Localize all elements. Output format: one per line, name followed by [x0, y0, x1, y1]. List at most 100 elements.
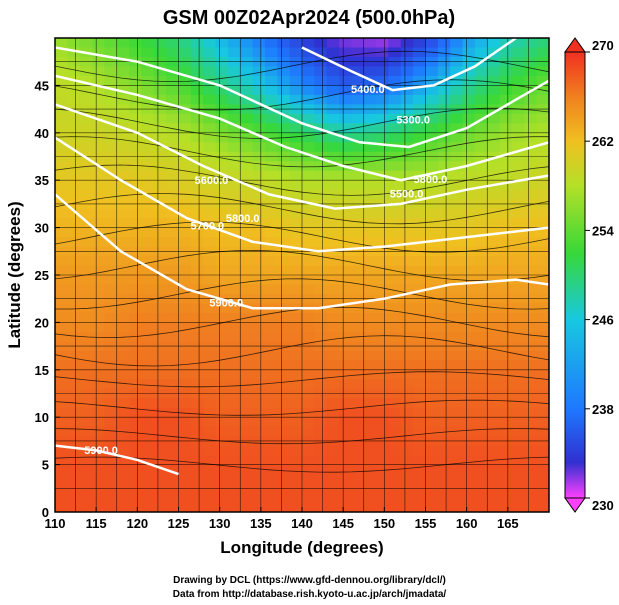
- field-cell-1561: [67, 407, 81, 418]
- field-cell-585: [363, 170, 377, 181]
- field-cell-1599: [536, 407, 549, 418]
- y-tick-label-3: 15: [35, 363, 49, 378]
- field-cell-1187: [388, 312, 402, 323]
- field-cell-318: [524, 104, 538, 115]
- field-cell-805: [116, 227, 130, 238]
- field-cell-1666: [376, 426, 390, 437]
- field-cell-1458: [277, 379, 291, 390]
- field-cell-14: [227, 38, 241, 49]
- field-cell-455: [240, 142, 254, 153]
- field-cell-330: [178, 113, 192, 124]
- field-cell-820: [302, 227, 315, 238]
- field-cell-1804: [104, 464, 118, 475]
- field-cell-798: [524, 218, 538, 229]
- x-tick-label-2: 120: [126, 516, 148, 531]
- field-cell-1737: [264, 445, 278, 456]
- field-cell-1386: [376, 360, 390, 371]
- x-tick-label-11: 165: [497, 516, 519, 531]
- field-cell-639: [536, 180, 549, 191]
- field-cell-1055: [240, 284, 254, 295]
- field-cell-305: [363, 104, 377, 115]
- field-cell-1926: [129, 493, 143, 504]
- field-cell-1473: [462, 379, 476, 390]
- field-cell-1639: [536, 417, 549, 428]
- field-cell-1603: [92, 417, 105, 428]
- field-cell-1528: [153, 398, 167, 409]
- field-cell-413: [215, 132, 229, 143]
- field-cell-1678: [524, 426, 538, 437]
- y-tick-label-6: 30: [35, 221, 49, 236]
- field-cell-324: [104, 113, 118, 124]
- field-cell-1051: [190, 284, 204, 295]
- field-cell-1712: [450, 436, 464, 447]
- field-cell-1272: [450, 331, 464, 342]
- field-cell-1201: [67, 322, 81, 333]
- field-cell-251: [190, 94, 204, 105]
- field-cell-808: [153, 227, 167, 238]
- field-cell-1348: [400, 350, 414, 361]
- field-cell-1176: [252, 312, 266, 323]
- field-cell-249: [166, 94, 180, 105]
- field-cell-1410: [178, 369, 192, 380]
- field-cell-1734: [227, 445, 241, 456]
- field-cell-212: [203, 85, 217, 96]
- field-cell-547: [388, 161, 402, 172]
- field-cell-448: [153, 142, 167, 153]
- field-cell-1270: [425, 331, 439, 342]
- field-cell-1028: [400, 275, 414, 286]
- field-cell-1993: [462, 502, 476, 512]
- field-cell-536: [252, 161, 266, 172]
- field-cell-1069: [413, 284, 427, 295]
- field-cell-650: [178, 189, 192, 200]
- field-cell-591: [437, 170, 451, 181]
- field-cell-1839: [536, 464, 549, 475]
- field-cell-1656: [252, 426, 266, 437]
- field-cell-398: [524, 123, 538, 134]
- field-cell-1537: [264, 398, 278, 409]
- field-cell-226: [376, 85, 390, 96]
- field-cell-1651: [190, 426, 204, 437]
- field-cell-371: [190, 123, 204, 134]
- field-cell-2: [79, 38, 93, 49]
- field-cell-1437: [511, 369, 525, 380]
- field-cell-154: [474, 66, 488, 77]
- field-cell-1076: [499, 284, 513, 295]
- field-cell-1525: [116, 398, 130, 409]
- field-cell-1213: [215, 322, 229, 333]
- field-cell-1421: [314, 369, 328, 380]
- field-cell-1381: [314, 360, 328, 371]
- field-cell-990: [425, 265, 439, 276]
- field-cell-1032: [450, 275, 464, 286]
- field-cell-755: [487, 208, 501, 219]
- field-cell-401: [67, 132, 81, 143]
- field-cell-779: [289, 218, 303, 229]
- field-cell-695: [240, 199, 254, 210]
- field-cell-351: [437, 113, 451, 124]
- field-cell-1238: [524, 322, 538, 333]
- field-cell-176: [252, 75, 266, 86]
- field-cell-714: [474, 199, 488, 210]
- field-cell-1752: [450, 445, 464, 456]
- field-cell-25: [363, 38, 377, 49]
- field-cell-266: [376, 94, 390, 105]
- field-cell-1249: [166, 331, 180, 342]
- field-cell-1971: [190, 502, 204, 512]
- field-cell-991: [437, 265, 451, 276]
- field-cell-151: [437, 66, 451, 77]
- field-cell-746: [376, 208, 390, 219]
- field-cell-1143: [339, 303, 352, 314]
- field-cell-1568: [153, 407, 167, 418]
- field-cell-1431: [437, 369, 451, 380]
- field-cell-607: [141, 180, 155, 191]
- field-cell-1938: [277, 493, 291, 504]
- field-cell-758: [524, 208, 538, 219]
- field-cell-728: [153, 208, 167, 219]
- field-cell-139: [289, 66, 303, 77]
- field-cell-1120: [55, 303, 68, 314]
- field-cell-246: [129, 94, 143, 105]
- field-cell-654: [227, 189, 241, 200]
- field-cell-1979: [289, 502, 303, 512]
- field-cell-845: [116, 237, 130, 248]
- field-cell-1664: [351, 426, 365, 437]
- field-cell-1739: [289, 445, 303, 456]
